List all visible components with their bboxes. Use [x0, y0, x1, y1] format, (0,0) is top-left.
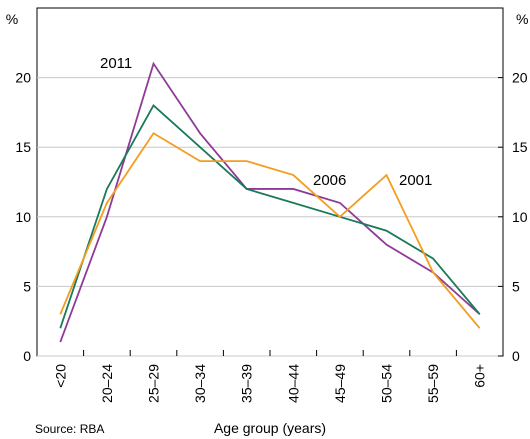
x-tick-label: <20	[52, 364, 68, 388]
y-tick-label: 15	[15, 139, 31, 155]
series-line	[59, 104, 481, 329]
x-tick-label: 20–24	[99, 364, 115, 403]
x-tick-label: 55–59	[425, 364, 441, 403]
x-tick-label: 40–44	[285, 364, 301, 403]
y2-unit: %	[516, 11, 528, 27]
x-tick-label: 60+	[472, 364, 488, 388]
y2-tick-label: 5	[512, 278, 520, 294]
y-tick-label: 20	[15, 70, 31, 86]
series-label: 2006	[313, 172, 346, 189]
x-tick-label: 25–29	[146, 364, 162, 403]
x-tick-label: 30–34	[192, 364, 208, 403]
y2-tick-label: 0	[512, 348, 520, 364]
x-tick-label: 35–39	[239, 364, 255, 403]
series-line	[59, 132, 481, 329]
y-tick-label: 10	[15, 209, 31, 225]
series-label: 2011	[100, 55, 132, 72]
source-note: Source: RBA	[35, 422, 104, 436]
y-unit: %	[6, 11, 18, 27]
y-tick-label: 0	[23, 348, 31, 364]
x-tick-label: 50–54	[379, 364, 395, 403]
x-tick-label: 45–49	[332, 364, 348, 403]
series-line	[59, 61, 481, 343]
y2-tick-label: 20	[512, 70, 528, 86]
y2-tick-label: 10	[512, 209, 528, 225]
y2-tick-label: 15	[512, 139, 528, 155]
y-tick-label: 5	[23, 278, 31, 294]
x-axis-label: Age group (years)	[214, 420, 326, 436]
series-label: 2001	[399, 172, 432, 189]
